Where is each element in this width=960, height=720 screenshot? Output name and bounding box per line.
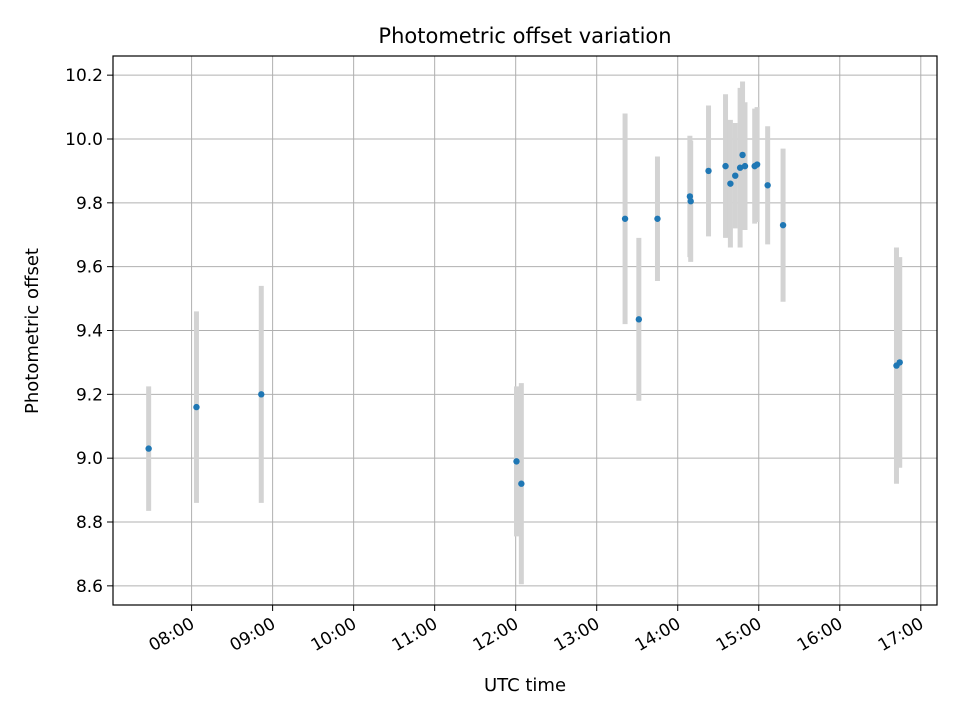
y-tick-label: 9.2 [76, 385, 103, 405]
y-tick-label: 9.4 [76, 322, 103, 342]
data-point [193, 403, 200, 411]
data-point [621, 215, 629, 222]
data-point [705, 167, 712, 175]
grid [113, 56, 937, 605]
y-tick-label: 9.0 [76, 449, 103, 469]
data-point [739, 151, 746, 159]
data-point [513, 458, 520, 465]
data-point [258, 391, 265, 398]
data-point [686, 193, 694, 200]
y-tick-label: 10.0 [65, 130, 103, 150]
y-tick-label: 10.2 [65, 66, 103, 86]
y-tick-label: 8.6 [76, 577, 103, 597]
data-point [654, 215, 661, 222]
data-points [145, 151, 903, 487]
data-point [741, 162, 749, 170]
data-point [722, 162, 729, 170]
data-point [732, 172, 739, 179]
chart-title: Photometric offset variation [378, 24, 671, 48]
y-tick-label: 9.8 [76, 194, 103, 214]
y-axis: 8.6 8.8 9.0 9.2 9.4 9.6 9.8 10.0 10.2 [65, 66, 113, 597]
data-point [635, 316, 643, 323]
data-point [779, 221, 787, 229]
data-point [753, 161, 761, 168]
y-axis-title: Photometric offset [22, 248, 43, 414]
x-axis-title: UTC time [484, 675, 566, 696]
data-point [145, 445, 152, 452]
data-point [896, 359, 903, 366]
y-tick-label: 9.6 [76, 258, 103, 278]
data-point [736, 164, 744, 171]
y-tick-label: 8.8 [76, 513, 103, 533]
data-point [687, 198, 694, 205]
data-point [764, 182, 771, 189]
data-point [727, 180, 734, 187]
data-point [518, 480, 525, 487]
